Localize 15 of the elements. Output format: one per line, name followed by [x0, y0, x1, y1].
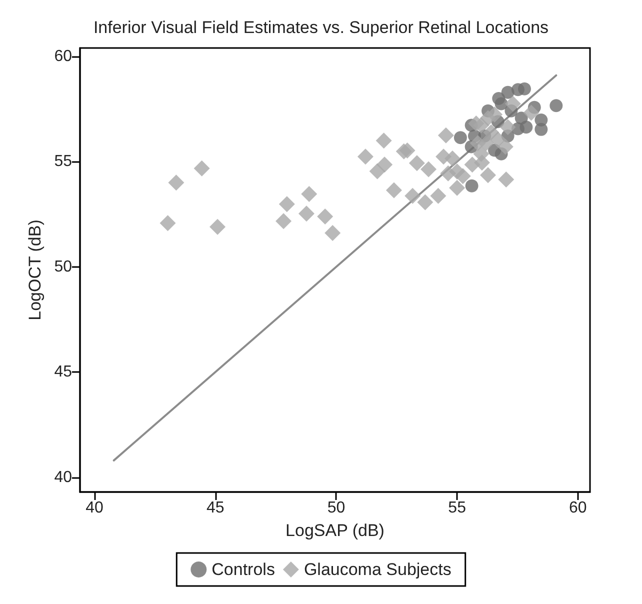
- y-tick-label: 55: [54, 153, 72, 170]
- y-tick-label: 60: [54, 48, 72, 65]
- x-axis-title: LogSAP (dB): [286, 521, 384, 540]
- y-axis-title: LogOCT (dB): [25, 220, 44, 320]
- x-tick-label: 50: [327, 500, 346, 516]
- x-tick-label: 55: [448, 500, 466, 516]
- legend-label: Controls: [212, 560, 275, 579]
- x-tick-label: 60: [569, 500, 587, 516]
- chart-title: Inferior Visual Field Estimates vs. Superior Retinal Locations: [93, 18, 549, 37]
- x-tick-label: 45: [206, 500, 224, 516]
- y-tick-label: 45: [54, 364, 72, 381]
- x-tick-label: 40: [86, 500, 104, 516]
- y-tick-label: 50: [54, 258, 72, 276]
- y-tick-label: 40: [54, 468, 72, 486]
- legend-label: Glaucoma Subjects: [304, 560, 452, 579]
